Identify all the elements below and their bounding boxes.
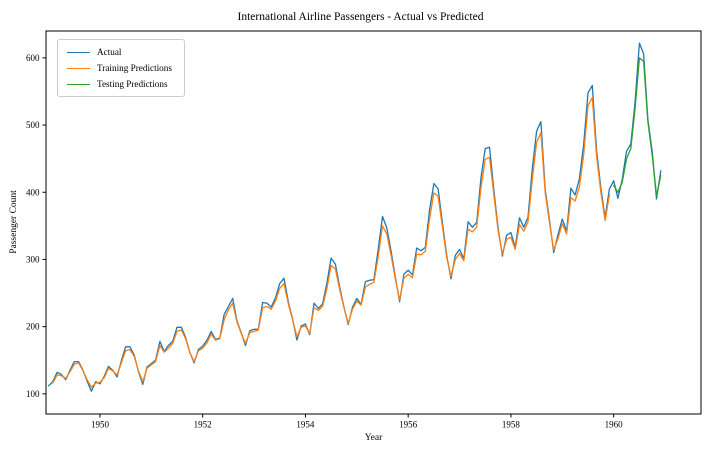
legend-item-training-predictions: Training Predictions [67,63,172,73]
y-axis-label: Passenger Count [9,190,19,254]
legend-label-actual: Actual [97,47,122,57]
legend: Actual Training Predictions Testing Pred… [57,39,185,97]
svg-text:300: 300 [26,254,40,264]
legend-swatch-training-line [67,67,90,69]
legend-swatch-testing-line [67,83,90,85]
x-axis-label: Year [364,433,383,443]
svg-text:1952: 1952 [194,420,212,430]
svg-text:400: 400 [26,187,40,197]
legend-label-training-predictions: Training Predictions [97,63,172,73]
legend-label-testing-predictions: Testing Predictions [97,79,168,89]
svg-text:1960: 1960 [605,420,624,430]
svg-text:100: 100 [26,389,40,399]
chart-title: International Airline Passengers - Actua… [237,11,484,23]
svg-text:500: 500 [26,120,40,130]
svg-text:600: 600 [26,53,40,63]
legend-item-actual: Actual [67,47,172,57]
svg-text:1950: 1950 [91,420,110,430]
legend-swatch-actual-line [67,51,90,53]
svg-text:1958: 1958 [502,420,521,430]
svg-text:1956: 1956 [399,420,418,430]
svg-text:1954: 1954 [296,420,315,430]
legend-item-testing-predictions: Testing Predictions [67,79,172,89]
svg-text:200: 200 [26,322,40,332]
